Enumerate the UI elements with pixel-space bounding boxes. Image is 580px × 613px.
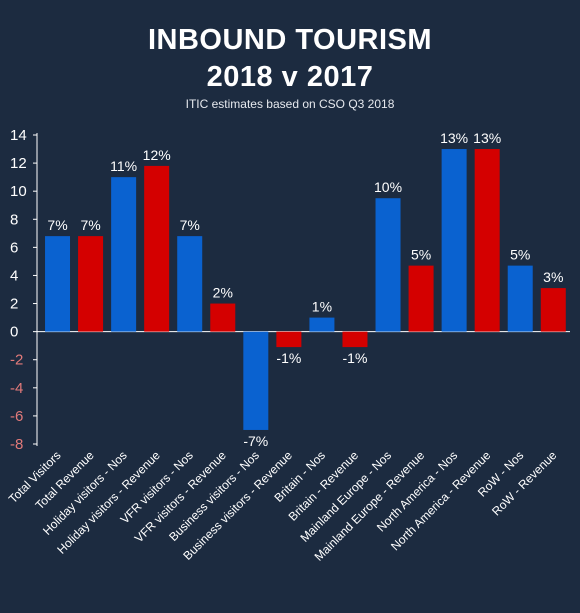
bar (144, 165, 170, 332)
bar (78, 236, 104, 332)
y-tick-label: -4 (10, 380, 23, 397)
bar (540, 288, 566, 332)
y-tick-label: 2 (10, 296, 18, 313)
data-label: -1% (343, 350, 368, 366)
bar (276, 331, 302, 348)
bar (210, 303, 236, 332)
data-label: 12% (143, 147, 171, 163)
data-label: 10% (374, 179, 402, 195)
bar (111, 177, 137, 332)
y-tick-label: 14 (10, 127, 27, 144)
chart-title: INBOUND TOURISM (147, 24, 433, 56)
data-label: -1% (276, 350, 301, 366)
data-label: 7% (80, 217, 100, 233)
y-tick-label: 8 (10, 211, 18, 228)
bar (309, 317, 335, 332)
bar (408, 265, 434, 332)
data-label: -7% (243, 433, 268, 449)
data-label: 3% (543, 269, 563, 285)
data-label: 13% (473, 130, 501, 146)
y-tick-label: 10 (10, 183, 27, 200)
data-label: 1% (312, 299, 332, 315)
data-label: 5% (510, 247, 530, 263)
bar (507, 265, 533, 332)
data-label: 7% (180, 217, 200, 233)
bar (441, 149, 467, 332)
bar (177, 236, 203, 332)
y-tick-label: 4 (10, 267, 18, 284)
bar (45, 236, 71, 332)
data-label: 11% (110, 158, 137, 174)
bar (243, 331, 269, 430)
bar (474, 149, 500, 332)
chart-subtitle: ITIC estimates based on CSO Q3 2018 (185, 97, 395, 111)
bar (375, 198, 401, 332)
chart-title-line-2: 2018 v 2017 (206, 61, 374, 93)
y-tick-label: 12 (10, 155, 27, 172)
y-tick-label: -8 (10, 436, 23, 453)
data-label: 7% (47, 217, 67, 233)
bar (342, 331, 368, 348)
data-label: 2% (213, 285, 233, 301)
data-label: 5% (411, 247, 431, 263)
y-tick-label: 0 (10, 324, 18, 341)
data-label: 13% (440, 130, 468, 146)
y-tick-label: -6 (10, 408, 23, 425)
y-tick-label: 6 (10, 239, 18, 256)
y-tick-label: -2 (10, 352, 23, 369)
